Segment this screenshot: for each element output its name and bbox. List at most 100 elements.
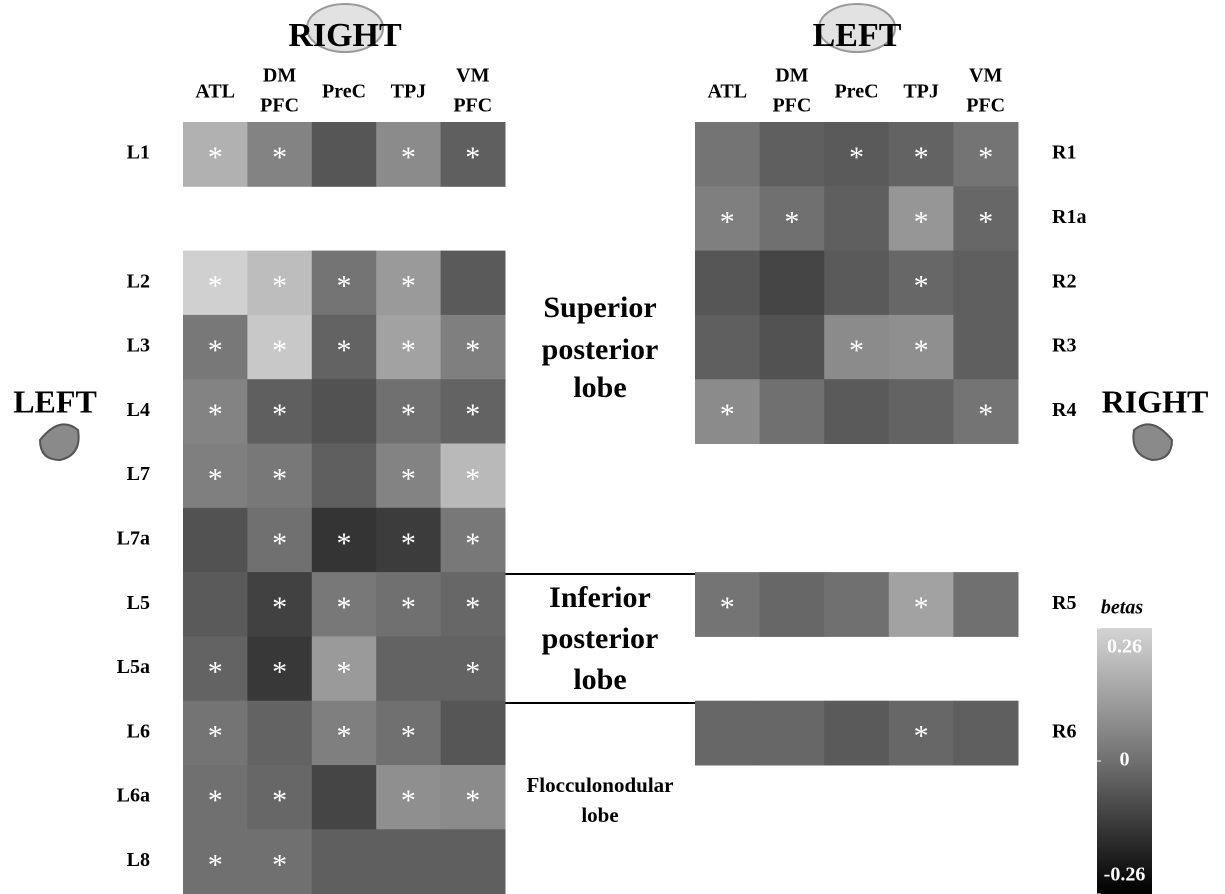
column-label: VM xyxy=(456,65,489,87)
heatmap-cell xyxy=(760,701,825,766)
heatmap-cell xyxy=(441,701,506,766)
significance-marker: * xyxy=(978,398,993,431)
significance-marker: * xyxy=(401,720,416,753)
heatmap-cell xyxy=(824,186,889,251)
significance-marker: * xyxy=(401,591,416,624)
column-label: PFC xyxy=(260,95,299,117)
lobe-label: posterior xyxy=(542,622,659,655)
lobe-label: Flocculonodular xyxy=(526,773,673,797)
column-label: ATL xyxy=(707,81,747,103)
lobe-label: Inferior xyxy=(549,581,651,614)
significance-marker: * xyxy=(720,591,735,624)
significance-marker: * xyxy=(337,655,352,688)
significance-marker: * xyxy=(465,527,480,560)
row-label: R5 xyxy=(1052,592,1076,614)
heatmap-cell xyxy=(695,315,760,380)
significance-marker: * xyxy=(465,591,480,624)
significance-marker: * xyxy=(272,398,287,431)
heatmap-cell xyxy=(695,251,760,316)
row-label: L2 xyxy=(127,270,150,292)
significance-marker: * xyxy=(401,270,416,303)
heatmap-cell xyxy=(312,444,377,509)
column-label: TPJ xyxy=(391,81,427,103)
significance-marker: * xyxy=(914,141,929,174)
heatmap-cell xyxy=(889,379,954,444)
significance-marker: * xyxy=(272,334,287,367)
heatmap-cell xyxy=(441,829,506,894)
heatmap-cell xyxy=(953,251,1018,316)
colorbar-tick-label: 0 xyxy=(1120,749,1130,771)
heatmap-cell xyxy=(695,122,760,187)
lobe-label: lobe xyxy=(581,803,618,827)
significance-marker: * xyxy=(272,848,287,881)
heatmap-cell xyxy=(953,315,1018,380)
heatmap-cell xyxy=(247,701,312,766)
significance-marker: * xyxy=(272,784,287,817)
significance-marker: * xyxy=(401,784,416,817)
row-label: L6 xyxy=(127,720,150,742)
significance-marker: * xyxy=(337,591,352,624)
heatmap-cell xyxy=(695,701,760,766)
significance-marker: * xyxy=(465,398,480,431)
significance-marker: * xyxy=(465,141,480,174)
significance-marker: * xyxy=(914,205,929,238)
significance-marker: * xyxy=(337,720,352,753)
significance-marker: * xyxy=(784,205,799,238)
significance-marker: * xyxy=(978,141,993,174)
significance-marker: * xyxy=(465,463,480,496)
column-label: PreC xyxy=(322,81,366,103)
column-label: ATL xyxy=(195,81,235,103)
significance-marker: * xyxy=(914,270,929,303)
significance-marker: * xyxy=(272,270,287,303)
heatmap-cell xyxy=(760,315,825,380)
heatmap-cell xyxy=(760,379,825,444)
significance-marker: * xyxy=(272,527,287,560)
significance-marker: * xyxy=(914,720,929,753)
row-label: L7a xyxy=(117,528,150,550)
colorbar-title: betas xyxy=(1101,597,1143,619)
significance-marker: * xyxy=(208,141,223,174)
column-label: TPJ xyxy=(903,81,939,103)
significance-marker: * xyxy=(465,784,480,817)
colorbar-tick-label: -0.26 xyxy=(1104,864,1146,886)
heatmap-cell xyxy=(312,122,377,187)
row-label: L8 xyxy=(127,849,150,871)
heatmap-cell xyxy=(441,251,506,316)
row-label: L5 xyxy=(127,592,150,614)
significance-marker: * xyxy=(401,398,416,431)
column-label: VM xyxy=(969,65,1002,87)
significance-marker: * xyxy=(272,141,287,174)
significance-marker: * xyxy=(914,591,929,624)
significance-marker: * xyxy=(720,205,735,238)
heatmap-cell xyxy=(312,379,377,444)
significance-marker: * xyxy=(208,784,223,817)
heatmap-cell xyxy=(824,379,889,444)
heatmap-cell xyxy=(760,251,825,316)
heatmap-cell xyxy=(376,636,441,701)
significance-marker: * xyxy=(208,655,223,688)
significance-marker: * xyxy=(914,334,929,367)
panel-title: LEFT xyxy=(813,17,902,54)
lobe-label: lobe xyxy=(573,663,626,696)
side-label: RIGHT xyxy=(1102,383,1209,419)
heatmap-cell xyxy=(183,508,248,573)
significance-marker: * xyxy=(720,398,735,431)
row-label: L5a xyxy=(117,656,150,678)
significance-marker: * xyxy=(272,463,287,496)
column-label: PFC xyxy=(453,95,492,117)
colorbar-tick-label: 0.26 xyxy=(1107,636,1142,658)
panel-title: RIGHT xyxy=(288,17,402,54)
row-label: L7 xyxy=(127,463,150,485)
significance-marker: * xyxy=(208,720,223,753)
row-label: L4 xyxy=(127,399,150,421)
figure: LEFT RIGHT betas RIGHT ATL DM PFC PreC TPJ VM P… xyxy=(0,0,1225,894)
column-label: PreC xyxy=(834,81,878,103)
column-label: DM xyxy=(775,65,808,87)
significance-marker: * xyxy=(465,334,480,367)
row-label: L6a xyxy=(117,785,150,807)
row-label: R6 xyxy=(1052,720,1076,742)
significance-marker: * xyxy=(208,398,223,431)
heatmap-cell xyxy=(760,572,825,637)
significance-marker: * xyxy=(465,655,480,688)
heatmap-cell xyxy=(824,572,889,637)
